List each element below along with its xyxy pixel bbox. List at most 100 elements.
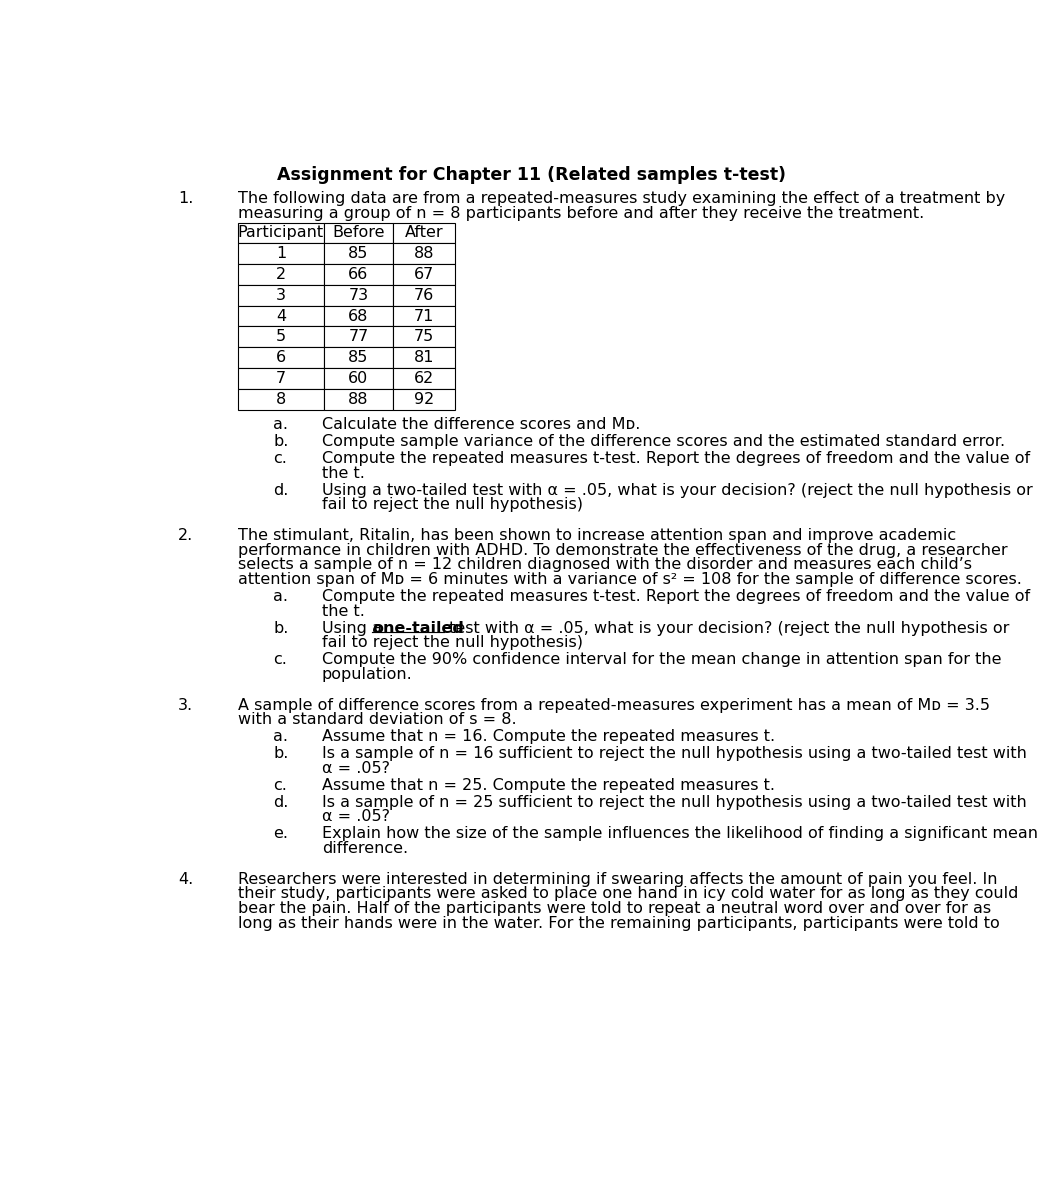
Bar [324, 244, 393, 264]
Bar [239, 368, 324, 389]
Text: Compute the repeated measures t-test. Report the degrees of freedom and the valu: Compute the repeated measures t-test. Re… [322, 589, 1030, 604]
Text: 85: 85 [348, 246, 368, 262]
Text: Is a sample of n = 25 sufficient to reject the null hypothesis using a two-taile: Is a sample of n = 25 sufficient to reje… [322, 794, 1027, 810]
Text: Using a: Using a [322, 620, 387, 636]
Text: Participant: Participant [238, 226, 324, 240]
Text: 62: 62 [414, 371, 434, 386]
Text: b.: b. [273, 434, 289, 449]
Text: Assume that n = 25. Compute the repeated measures t.: Assume that n = 25. Compute the repeated… [322, 778, 775, 793]
Text: 6: 6 [276, 350, 285, 365]
Text: the t.: the t. [322, 604, 364, 619]
Text: 60: 60 [349, 371, 368, 386]
Bar [393, 244, 456, 264]
Bar [239, 284, 324, 306]
Text: 66: 66 [349, 268, 368, 282]
Bar [393, 306, 456, 326]
Text: 76: 76 [414, 288, 434, 302]
Text: 71: 71 [414, 308, 435, 324]
Text: Using a two-tailed test with α = .05, what is your decision? (reject the null hy: Using a two-tailed test with α = .05, wh… [322, 482, 1033, 498]
Text: 1: 1 [276, 246, 286, 262]
Text: c.: c. [273, 653, 286, 667]
Bar [239, 222, 324, 244]
Bar [324, 368, 393, 389]
Text: c.: c. [273, 778, 286, 793]
Text: fail to reject the null hypothesis): fail to reject the null hypothesis) [322, 635, 583, 650]
Bar [393, 222, 456, 244]
Bar [324, 222, 393, 244]
Text: 5: 5 [276, 329, 285, 344]
Text: 3.: 3. [177, 697, 193, 713]
Bar [239, 326, 324, 347]
Text: 68: 68 [348, 308, 368, 324]
Text: α = .05?: α = .05? [322, 809, 390, 824]
Bar [324, 264, 393, 284]
Bar [393, 389, 456, 409]
Text: 73: 73 [349, 288, 368, 302]
Text: Assume that n = 16. Compute the repeated measures t.: Assume that n = 16. Compute the repeated… [322, 730, 775, 744]
Bar [239, 306, 324, 326]
Text: b.: b. [273, 746, 289, 761]
Bar [239, 347, 324, 368]
Text: Compute the repeated measures t-test. Report the degrees of freedom and the valu: Compute the repeated measures t-test. Re… [322, 451, 1030, 467]
Bar [324, 326, 393, 347]
Bar [393, 284, 456, 306]
Text: attention span of Mᴅ = 6 minutes with a variance of s² = 108 for the sample of d: attention span of Mᴅ = 6 minutes with a … [239, 572, 1022, 587]
Text: Calculate the difference scores and Mᴅ.: Calculate the difference scores and Mᴅ. [322, 418, 640, 432]
Text: selects a sample of n = 12 children diagnosed with the disorder and measures eac: selects a sample of n = 12 children diag… [239, 558, 973, 572]
Text: population.: population. [322, 667, 413, 682]
Text: Researchers were interested in determining if swearing affects the amount of pai: Researchers were interested in determini… [239, 871, 998, 887]
Text: measuring a group of n = 8 participants before and after they receive the treatm: measuring a group of n = 8 participants … [239, 205, 925, 221]
Bar [393, 264, 456, 284]
Text: The stimulant, Ritalin, has been shown to increase attention span and improve ac: The stimulant, Ritalin, has been shown t… [239, 528, 956, 544]
Text: 7: 7 [276, 371, 285, 386]
Bar [239, 244, 324, 264]
Text: 88: 88 [414, 246, 435, 262]
Text: 81: 81 [414, 350, 435, 365]
Text: test with α = .05, what is your decision? (reject the null hypothesis or: test with α = .05, what is your decision… [443, 620, 1009, 636]
Text: with a standard deviation of s = 8.: with a standard deviation of s = 8. [239, 713, 517, 727]
Bar [324, 389, 393, 409]
Text: 92: 92 [414, 391, 434, 407]
Text: Before: Before [332, 226, 385, 240]
Text: difference.: difference. [322, 841, 408, 856]
Text: Compute the 90% confidence interval for the mean change in attention span for th: Compute the 90% confidence interval for … [322, 653, 1002, 667]
Bar [393, 347, 456, 368]
Text: a.: a. [273, 730, 289, 744]
Text: After: After [405, 226, 443, 240]
Text: 75: 75 [414, 329, 434, 344]
Bar [324, 284, 393, 306]
Bar [239, 389, 324, 409]
Text: 85: 85 [348, 350, 368, 365]
Text: Explain how the size of the sample influences the likelihood of finding a signif: Explain how the size of the sample influ… [322, 827, 1038, 841]
Text: a.: a. [273, 418, 289, 432]
Text: their study, participants were asked to place one hand in icy cold water for as : their study, participants were asked to … [239, 887, 1018, 901]
Text: 8: 8 [276, 391, 286, 407]
Text: e.: e. [273, 827, 289, 841]
Text: bear the pain. Half of the participants were told to repeat a neutral word over : bear the pain. Half of the participants … [239, 901, 991, 916]
Text: a.: a. [273, 589, 289, 604]
Text: Compute sample variance of the difference scores and the estimated standard erro: Compute sample variance of the differenc… [322, 434, 1005, 449]
Text: Assignment for Chapter 11 (Related samples t-test): Assignment for Chapter 11 (Related sampl… [277, 166, 787, 184]
Text: fail to reject the null hypothesis): fail to reject the null hypothesis) [322, 498, 583, 512]
Text: 4: 4 [276, 308, 285, 324]
Text: The following data are from a repeated-measures study examining the effect of a : The following data are from a repeated-m… [239, 191, 1006, 206]
Text: 88: 88 [348, 391, 368, 407]
Bar [393, 368, 456, 389]
Text: 77: 77 [349, 329, 368, 344]
Text: Is a sample of n = 16 sufficient to reject the null hypothesis using a two-taile: Is a sample of n = 16 sufficient to reje… [322, 746, 1027, 761]
Text: the t.: the t. [322, 466, 364, 481]
Text: α = .05?: α = .05? [322, 761, 390, 775]
Bar [239, 264, 324, 284]
Bar [393, 326, 456, 347]
Text: d.: d. [273, 482, 289, 498]
Text: 4.: 4. [177, 871, 193, 887]
Bar [324, 347, 393, 368]
Bar [324, 306, 393, 326]
Text: 67: 67 [414, 268, 434, 282]
Text: long as their hands were in the water. For the remaining participants, participa: long as their hands were in the water. F… [239, 916, 1000, 930]
Text: 2.: 2. [177, 528, 193, 544]
Text: performance in children with ADHD. To demonstrate the effectiveness of the drug,: performance in children with ADHD. To de… [239, 542, 1008, 558]
Text: one-tailed: one-tailed [373, 620, 464, 636]
Text: 2: 2 [276, 268, 285, 282]
Text: d.: d. [273, 794, 289, 810]
